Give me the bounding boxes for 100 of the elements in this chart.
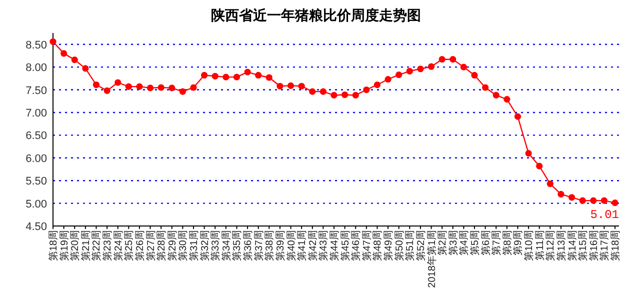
point (71, 56, 78, 64)
x-tick-label: 第50周 (393, 230, 406, 262)
x-tick-label: 第46周 (350, 230, 362, 262)
x-tick-label: 2018年第1周 (426, 230, 438, 288)
x-tick-label: 第7周 (490, 230, 503, 256)
point (222, 74, 230, 80)
x-tick-label: 第44周 (328, 230, 340, 262)
x-tick-label: 第3周 (447, 230, 460, 256)
x-tick-label: 第24周 (112, 230, 124, 262)
point (396, 71, 402, 78)
point (590, 197, 597, 204)
y-tick-label: 6.00 (26, 152, 47, 165)
point (298, 82, 305, 90)
x-tick-label: 第52周 (414, 230, 427, 262)
x-tick-label: 第2周 (436, 230, 449, 256)
y-tick-label: 7.00 (26, 107, 47, 120)
x-tick-label: 第39周 (274, 230, 286, 262)
y-tick-label: 6.50 (26, 130, 47, 142)
point (212, 72, 218, 80)
point (460, 64, 467, 70)
x-tick-label: 第40周 (285, 230, 298, 262)
x-tick-label: 第4周 (458, 230, 470, 256)
x-tick-label: 第23周 (102, 230, 114, 262)
point (168, 84, 176, 92)
point (125, 83, 132, 90)
x-tick-label: 第48周 (372, 230, 384, 262)
x-tick-label: 第31周 (188, 230, 200, 262)
y-tick-label: 7.50 (26, 84, 47, 97)
x-tick-label: 第14周 (566, 230, 578, 262)
x-tick-label: 第35周 (231, 230, 244, 262)
point (342, 91, 348, 98)
x-tick-label: 第37周 (252, 230, 265, 262)
y-tick-label: 5.50 (26, 176, 47, 188)
point (525, 150, 532, 157)
y-tick-label: 8.00 (26, 62, 47, 74)
point (330, 92, 338, 99)
x-tick-label: 第26周 (134, 230, 146, 262)
point (309, 88, 316, 95)
point (363, 86, 370, 94)
point (406, 68, 413, 74)
point (352, 92, 359, 99)
point (92, 81, 100, 88)
x-tick-label: 第25周 (123, 230, 136, 262)
point (612, 200, 618, 206)
point (374, 81, 381, 88)
point (417, 66, 424, 72)
point (579, 197, 586, 204)
point (114, 79, 122, 86)
x-tick-label: 第18周 (48, 230, 60, 262)
data-label: 5.01 (590, 208, 619, 222)
x-tick-label: 第11周 (534, 230, 546, 260)
x-tick-label: 第49周 (382, 230, 395, 262)
point (600, 197, 608, 204)
x-tick-label: 第30周 (177, 230, 190, 262)
x-tick-label: 第8周 (501, 230, 514, 256)
point (179, 88, 186, 95)
point (50, 38, 56, 45)
point (450, 56, 456, 63)
y-tick-label: 4.50 (26, 221, 47, 233)
x-tick-label: 第38周 (264, 230, 276, 262)
point (384, 76, 392, 83)
point (428, 63, 435, 70)
x-tick-label: 第21周 (80, 230, 92, 262)
point (514, 113, 522, 120)
x-tick-label: 第6周 (480, 230, 492, 256)
point (438, 56, 446, 63)
point (287, 82, 294, 89)
x-tick-label: 第41周 (296, 230, 308, 262)
x-tick-label: 第33周 (210, 230, 222, 262)
x-tick-label: 第13周 (555, 230, 568, 262)
point (82, 65, 89, 72)
point (233, 74, 240, 80)
x-tick-label: 第28周 (156, 230, 168, 262)
point (190, 84, 197, 91)
point (568, 194, 576, 201)
x-tick-label: 第9周 (512, 230, 524, 256)
x-tick-label: 第43周 (318, 230, 330, 262)
x-tick-label: 第5周 (469, 230, 481, 256)
point (546, 180, 554, 188)
point (492, 92, 500, 99)
chart-title: 陕西省近一年猪粮比价周度走势图 (211, 7, 421, 23)
point (255, 72, 262, 79)
x-tick-label: 第16周 (588, 230, 600, 262)
x-tick-label: 第27周 (144, 230, 157, 262)
point (104, 87, 110, 94)
point (60, 50, 68, 57)
point (471, 72, 478, 79)
x-tick-label: 第36周 (242, 230, 254, 262)
y-tick-label: 5.00 (26, 198, 47, 210)
x-tick-label: 第29周 (166, 230, 178, 262)
x-tick-label: 第42周 (306, 230, 319, 262)
point (536, 162, 543, 170)
x-tick-label: 第18周 (610, 230, 622, 262)
x-tick-label: 第51周 (404, 230, 416, 262)
point (244, 68, 251, 76)
x-tick-label: 第32周 (198, 230, 211, 262)
point (482, 84, 489, 91)
x-tick-label: 第22周 (90, 230, 103, 262)
x-tick-label: 第45周 (339, 230, 352, 262)
point (276, 82, 284, 90)
